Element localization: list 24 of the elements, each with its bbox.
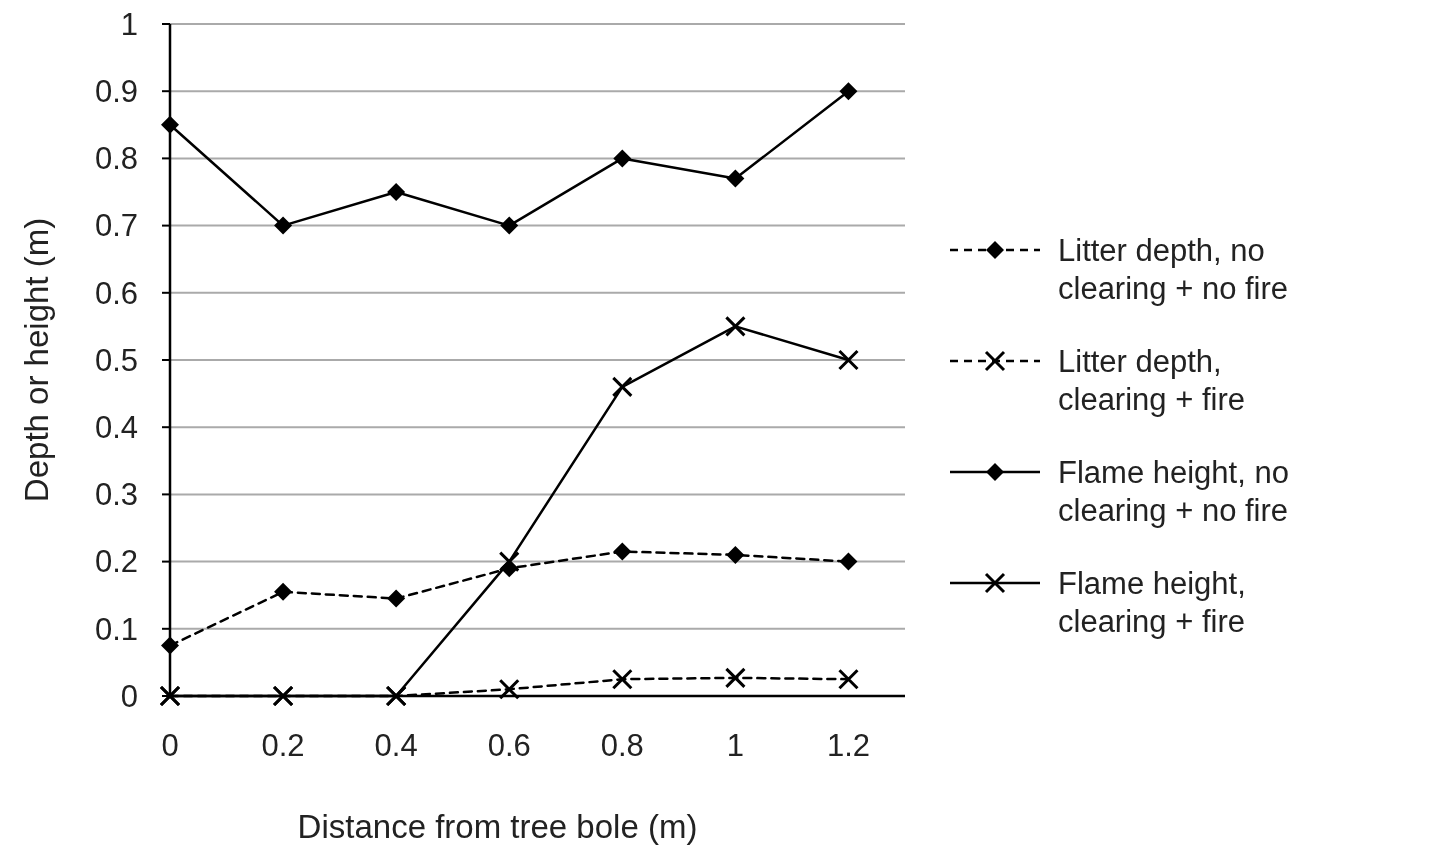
y-tick-label: 0: [120, 678, 138, 714]
y-tick-label: 0.6: [94, 275, 138, 311]
y-tick-label: 0.7: [94, 208, 138, 244]
legend-label: Flame height, no clearing + no fire: [1058, 454, 1289, 528]
legend-label: Flame height, clearing + fire: [1058, 565, 1246, 639]
y-tick-label: 0.8: [94, 141, 138, 177]
y-tick-label: 0.3: [94, 477, 138, 513]
x-tick-label: 1: [726, 728, 745, 763]
x-tick-label: 0.8: [600, 728, 644, 763]
legend-label: Litter depth, clearing + fire: [1058, 343, 1245, 417]
y-tick-label: 0.2: [94, 544, 138, 580]
x-tick-label: 0.6: [487, 728, 531, 763]
x-tick-label: 0: [161, 728, 179, 763]
y-tick-label: 0.1: [94, 611, 138, 647]
legend-label: Litter depth, no clearing + no fire: [1058, 232, 1289, 306]
x-tick-label: 1.2: [826, 728, 871, 763]
y-tick-label: 1: [120, 6, 138, 42]
x-tick-label: 0.4: [374, 728, 418, 763]
x-axis-title: Distance from tree bole (m): [297, 808, 698, 845]
y-tick-label: 0.4: [94, 410, 138, 446]
y-axis-title: Depth or height (m): [18, 217, 55, 503]
x-tick-label: 0.2: [261, 728, 305, 763]
y-tick-label: 0.5: [94, 342, 138, 378]
y-tick-label: 0.9: [94, 74, 138, 110]
